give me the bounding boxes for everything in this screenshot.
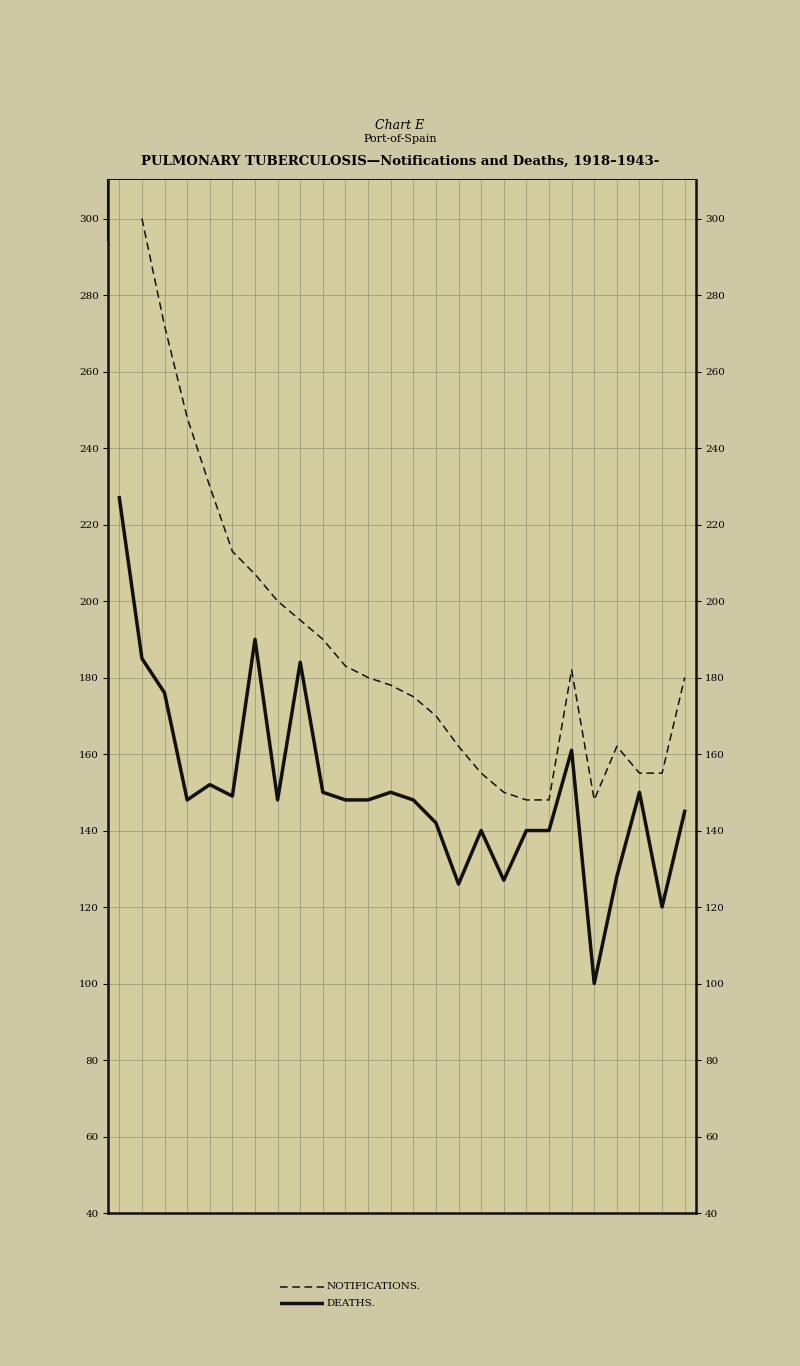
- Text: DEATHS.: DEATHS.: [326, 1299, 375, 1307]
- Text: NOTIFICATIONS.: NOTIFICATIONS.: [326, 1283, 420, 1291]
- Text: Port-of-Spain: Port-of-Spain: [363, 134, 437, 145]
- Text: Chart E: Chart E: [375, 119, 425, 133]
- Text: PULMONARY TUBERCULOSIS—Notifications and Deaths, 1918–1943-: PULMONARY TUBERCULOSIS—Notifications and…: [141, 154, 659, 168]
